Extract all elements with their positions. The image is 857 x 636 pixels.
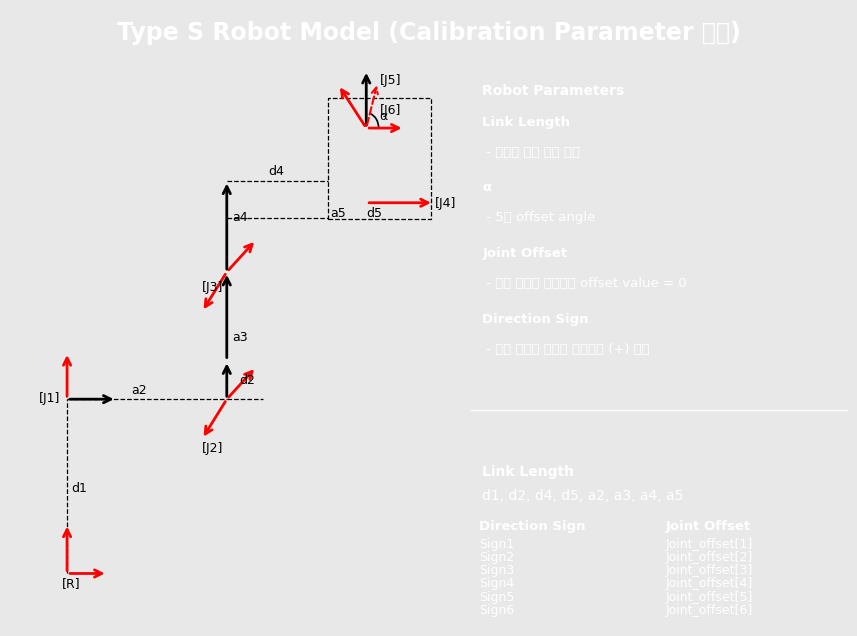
Text: Sign6: Sign6 — [480, 604, 515, 617]
Text: d5: d5 — [366, 207, 382, 219]
Text: Joint Offset: Joint Offset — [482, 247, 567, 260]
Text: a5: a5 — [330, 207, 346, 219]
Text: α: α — [482, 181, 492, 195]
Text: Sign1: Sign1 — [480, 538, 515, 551]
Text: Link Length: Link Length — [482, 116, 571, 128]
Text: d1: d1 — [72, 482, 87, 495]
Text: Sign3: Sign3 — [480, 564, 515, 577]
Text: [R]: [R] — [62, 577, 81, 590]
Text: Direction Sign: Direction Sign — [482, 313, 589, 326]
Text: d1, d2, d4, d5, a2, a3, a4, a5: d1, d2, d4, d5, a2, a3, a4, a5 — [482, 488, 683, 502]
Text: Type S Robot Model (Calibration Parameter 적용): Type S Robot Model (Calibration Paramete… — [117, 22, 740, 45]
Text: Joint_offset[6]: Joint_offset[6] — [666, 604, 753, 617]
Text: [J4]: [J4] — [435, 197, 457, 210]
Text: Sign4: Sign4 — [480, 577, 515, 590]
Text: Joint Offset: Joint Offset — [666, 520, 751, 533]
Text: Joint_offset[5]: Joint_offset[5] — [666, 590, 753, 604]
Text: Sign5: Sign5 — [480, 590, 515, 604]
Text: a2: a2 — [131, 384, 147, 397]
Text: Link Length: Link Length — [482, 465, 574, 479]
Text: [J3]: [J3] — [202, 281, 224, 294]
Text: Joint_offset[4]: Joint_offset[4] — [666, 577, 753, 590]
Text: - 로봇의 측간 링크 거리: - 로봇의 측간 링크 거리 — [482, 146, 580, 158]
Text: a4: a4 — [232, 211, 248, 224]
Text: [J6]: [J6] — [380, 104, 401, 117]
Text: Direction Sign: Direction Sign — [480, 520, 586, 533]
Text: α: α — [379, 110, 387, 123]
Text: d2: d2 — [239, 374, 255, 387]
Text: - 좌측 정의된 위치에서 offset value = 0: - 좌측 정의된 위치에서 offset value = 0 — [482, 277, 687, 290]
Text: [J1]: [J1] — [39, 392, 61, 405]
Text: Joint_offset[1]: Joint_offset[1] — [666, 538, 753, 551]
Text: Joint_offset[2]: Joint_offset[2] — [666, 551, 753, 564]
Text: [J5]: [J5] — [380, 74, 401, 86]
Text: Robot Parameters: Robot Parameters — [482, 84, 625, 98]
Text: a3: a3 — [232, 331, 248, 344]
Text: Joint_offset[3]: Joint_offset[3] — [666, 564, 753, 577]
Text: [J2]: [J2] — [202, 442, 224, 455]
Text: - 5축 offset angle: - 5축 offset angle — [482, 211, 596, 225]
Text: - 좌측 정의된 좌표계 기준으로 (+) 방향: - 좌측 정의된 좌표계 기준으로 (+) 방향 — [482, 343, 650, 356]
Text: Sign2: Sign2 — [480, 551, 515, 564]
Text: d4: d4 — [268, 165, 285, 178]
